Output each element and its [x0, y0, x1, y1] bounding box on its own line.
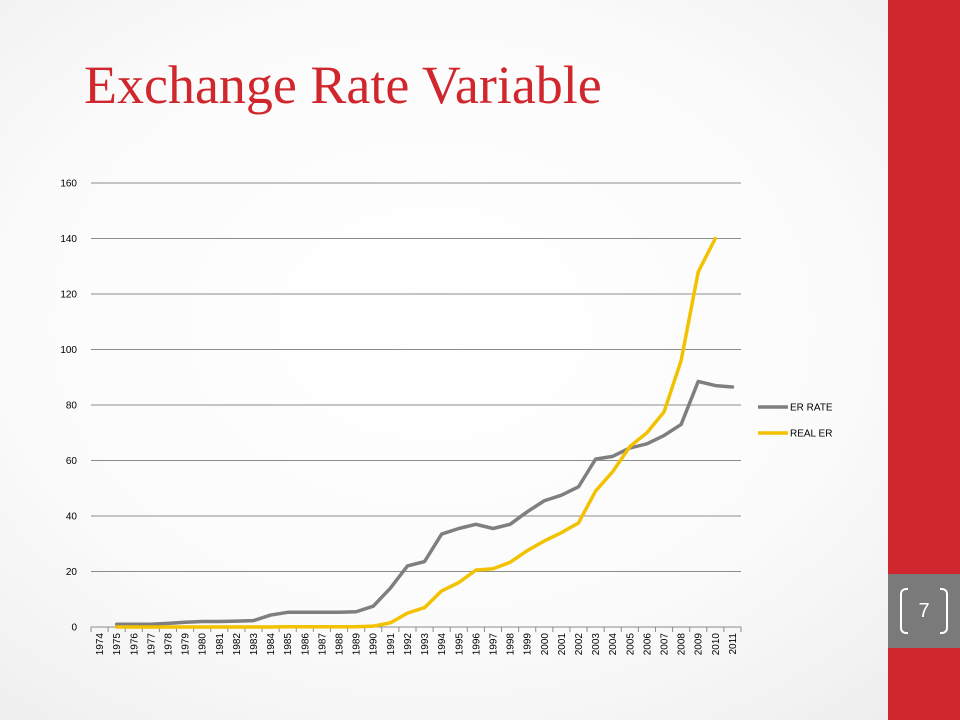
x-tick-label: 2007 — [660, 633, 671, 656]
page-number: 7 — [918, 599, 930, 622]
x-tick-label: 1987 — [317, 633, 328, 656]
x-tick-label: 2009 — [694, 633, 705, 656]
x-tick-label: 1976 — [129, 633, 140, 656]
x-tick-label: 2001 — [557, 633, 568, 656]
x-tick-label: 2004 — [608, 633, 619, 656]
x-tick-label: 1975 — [112, 633, 123, 656]
x-tick-label: 2005 — [625, 633, 636, 656]
legend-label: REAL ER — [790, 429, 832, 440]
x-tick-label: 1996 — [471, 633, 482, 656]
x-tick-label: 1995 — [454, 633, 465, 656]
x-tick-label: 1985 — [283, 633, 294, 656]
x-tick-label: 2002 — [574, 633, 585, 656]
x-tick-label: 2010 — [711, 633, 722, 656]
x-tick-label: 1977 — [146, 633, 157, 656]
x-tick-label: 1980 — [198, 633, 209, 656]
series-line-er-rate — [114, 379, 735, 626]
x-tick-label: 1990 — [369, 633, 380, 656]
x-tick-label: 2003 — [591, 633, 602, 656]
x-tick-label: 2006 — [642, 633, 653, 656]
x-tick-label: 1988 — [335, 633, 346, 656]
x-tick-label: 1993 — [420, 633, 431, 656]
y-tick-label: 40 — [66, 512, 78, 523]
x-tick-label: 1982 — [232, 633, 243, 656]
x-tick-label: 1983 — [249, 633, 260, 656]
x-tick-label: 1998 — [506, 633, 517, 656]
series-line-real-er — [114, 236, 718, 629]
x-tick-label: 1991 — [386, 633, 397, 656]
x-tick-label: 1997 — [488, 633, 499, 656]
x-tick-label: 2008 — [677, 633, 688, 656]
x-tick-label: 1979 — [181, 633, 192, 656]
x-tick-label: 1981 — [215, 633, 226, 656]
x-tick-label: 1989 — [352, 633, 363, 656]
page-number-left-bracket — [900, 588, 908, 634]
y-tick-label: 140 — [60, 234, 77, 245]
y-tick-label: 0 — [71, 623, 77, 634]
x-tick-label: 1984 — [266, 633, 277, 656]
y-tick-label: 160 — [60, 179, 77, 190]
x-tick-label: 1994 — [437, 633, 448, 656]
y-tick-label: 80 — [66, 401, 78, 412]
x-tick-label: 1992 — [403, 633, 414, 656]
x-tick-label: 1986 — [300, 633, 311, 656]
y-tick-label: 20 — [66, 567, 78, 578]
x-tick-label: 2011 — [728, 633, 739, 655]
x-tick-label: 1999 — [523, 633, 534, 656]
y-tick-label: 100 — [60, 345, 77, 356]
legend-label: ER RATE — [790, 403, 833, 414]
x-tick-label: 2000 — [540, 633, 551, 656]
page-number-right-bracket — [940, 588, 948, 634]
x-tick-label: 1974 — [95, 633, 106, 656]
slide-title: Exchange Rate Variable — [84, 55, 602, 115]
y-tick-label: 120 — [60, 290, 77, 301]
y-tick-label: 60 — [66, 456, 78, 467]
x-tick-label: 1978 — [163, 633, 174, 656]
